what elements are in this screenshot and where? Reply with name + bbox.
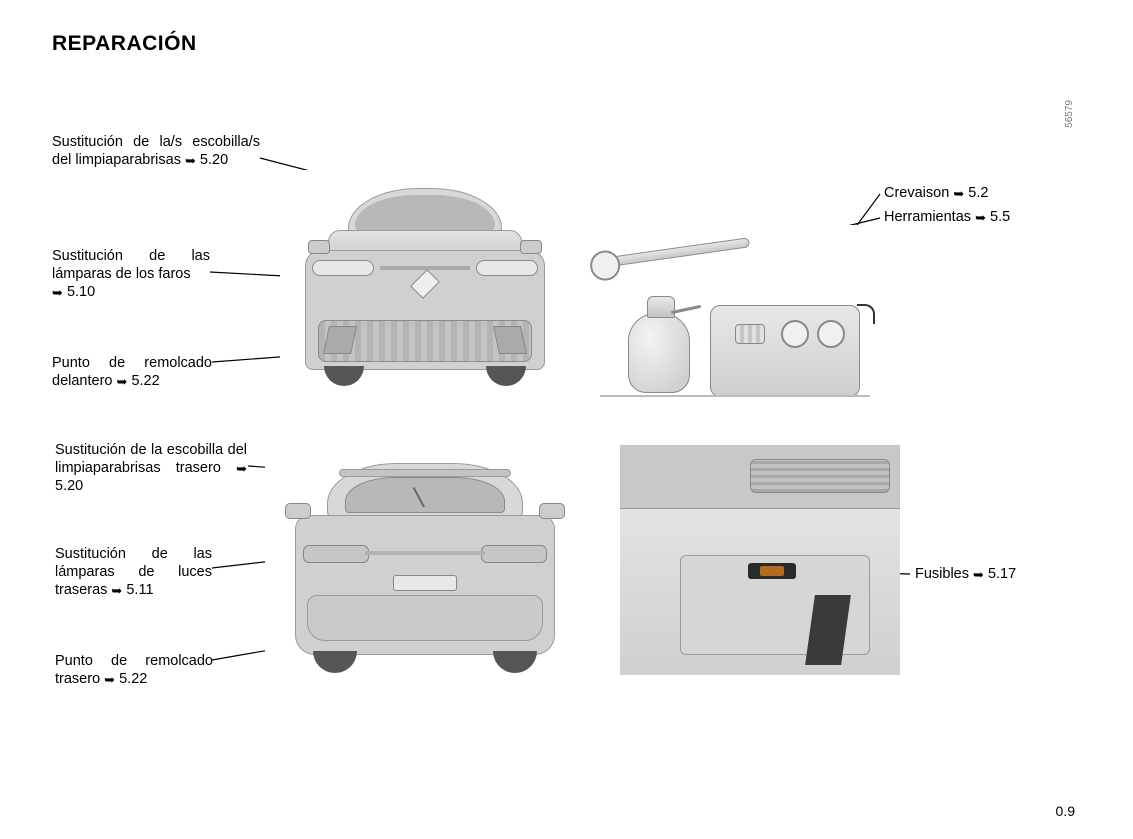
page-title: REPARACIÓN [52,32,197,56]
label-rear-lamps: Sustitución de las lámparas de luces tra… [55,545,212,599]
vent-left [323,326,357,354]
mirror-right [520,240,542,254]
label-ref: 5.2 [968,185,988,201]
mirror-left [285,503,311,519]
label-text: Fusibles [915,566,969,582]
arrow-icon: ➥ [975,210,986,226]
arrow-icon: ➥ [104,672,115,688]
label-text: Sustitución de las lámparas de los faros [52,248,210,282]
arrow-icon: ➥ [117,374,128,390]
gauge-icon [781,320,809,348]
label-text: Sustitución de la escobilla del limpiapa… [55,442,247,476]
tow-hook-icon [610,237,750,266]
fuse-panel-illustration [620,445,900,675]
label-headlamps: Sustitución de las lámparas de los faros… [52,247,210,301]
compressor-switch [735,324,765,344]
doc-id: 56579 [1064,100,1075,128]
plate [393,575,457,591]
arrow-icon: ➥ [52,285,63,301]
callout-lines [0,0,1133,839]
label-wipers-front: Sustitución de la/s escobilla/s del limp… [52,133,260,169]
label-tow-front: Punto de remolcado delantero ➥ 5.22 [52,354,212,390]
label-ref: 5.22 [119,671,147,687]
rear-window [345,477,505,513]
car-front-illustration [280,170,570,395]
label-text: Herramientas [884,209,971,225]
spoiler [339,469,511,477]
arrow-icon: ➥ [185,153,196,169]
rear-bumper [307,595,543,641]
label-ref: 5.20 [55,478,83,494]
wheel-right [493,651,537,673]
ground-line [600,395,870,397]
air-vent-icon [750,459,890,493]
headlight-right [476,260,538,276]
mirror-right [539,503,565,519]
label-ref: 5.11 [126,582,153,598]
vent-right [493,326,527,354]
sealant-canister-icon [628,313,690,393]
label-ref: 5.5 [990,209,1010,225]
label-ref: 5.17 [988,566,1016,582]
arrow-icon: ➥ [953,186,964,202]
label-fuses: Fusibles ➥ 5.17 [915,565,1085,583]
fuse-slot-icon [748,563,796,579]
label-tools: Herramientas ➥ 5.5 [884,208,1084,226]
light-bar [365,551,485,555]
compressor-icon [710,305,860,397]
car-rear-illustration [265,445,585,680]
label-ref: 5.10 [67,284,95,300]
wheel-left [324,366,364,386]
wheel-left [313,651,357,673]
arrow-icon: ➥ [111,583,122,599]
tools-illustration [600,225,880,410]
label-ref: 5.22 [131,373,159,389]
taillight-left [303,545,369,563]
label-crevaison: Crevaison ➥ 5.2 [884,184,1064,202]
label-text: Sustitución de la/s escobilla/s del limp… [52,134,260,168]
label-wipers-rear: Sustitución de la escobilla del limpiapa… [55,441,247,495]
headlight-left [312,260,374,276]
label-ref: 5.20 [200,152,228,168]
page-number: 0.9 [1056,803,1075,819]
arrow-icon: ➥ [973,567,984,583]
gauge-icon [817,320,845,348]
taillight-right [481,545,547,563]
wheel-right [486,366,526,386]
label-text: Crevaison [884,185,949,201]
mirror-left [308,240,330,254]
label-tow-rear: Punto de remolcado trasero ➥ 5.22 [55,652,213,688]
arrow-icon: ➥ [236,461,247,477]
